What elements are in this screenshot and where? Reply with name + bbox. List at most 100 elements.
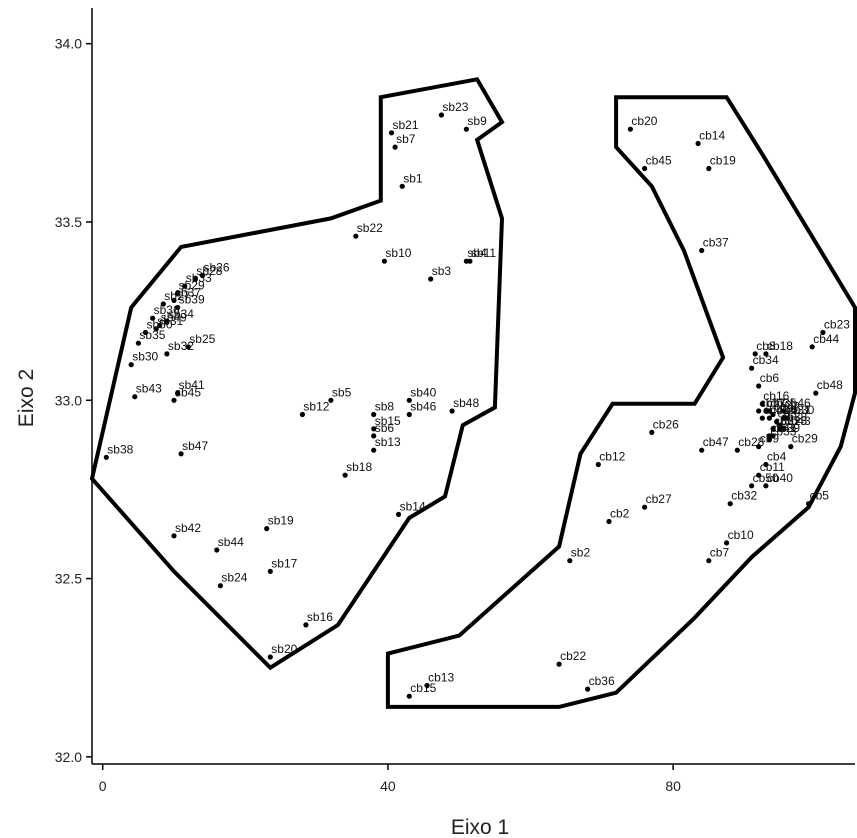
point-label-cb30: cb30 bbox=[788, 403, 814, 417]
point-cb5 bbox=[806, 501, 812, 507]
point-sb30 bbox=[128, 362, 134, 368]
point-label-sb19: sb19 bbox=[268, 514, 294, 528]
point-label-sb25: sb25 bbox=[189, 332, 215, 346]
point-sb31 bbox=[153, 326, 159, 332]
point-label-cb12: cb12 bbox=[599, 450, 625, 464]
point-label-cb10: cb10 bbox=[728, 528, 754, 542]
point-label-sb2: sb2 bbox=[571, 546, 591, 560]
point-label-sb10: sb10 bbox=[385, 246, 411, 260]
point-sb24 bbox=[217, 583, 223, 589]
point-label-sb31: sb31 bbox=[157, 314, 183, 328]
point-sb29 bbox=[175, 290, 181, 296]
point-label-sb27: sb27 bbox=[164, 289, 190, 303]
point-cb35 bbox=[766, 408, 773, 414]
point-label-cb7: cb7 bbox=[710, 546, 730, 560]
point-sb50 bbox=[142, 329, 149, 336]
point-label-cb49: cb49 bbox=[763, 403, 789, 417]
point-sb42 bbox=[171, 533, 177, 539]
point-cb39 bbox=[770, 433, 776, 439]
point-cb32 bbox=[727, 501, 733, 507]
point-sb44 bbox=[214, 547, 220, 553]
point-label-cb41: cb41 bbox=[770, 421, 796, 435]
point-cb4 bbox=[763, 461, 769, 468]
point-cb48 bbox=[813, 390, 819, 396]
point-label-cb46: cb46 bbox=[785, 396, 811, 410]
point-label-sb37: sb37 bbox=[175, 285, 201, 299]
point-label-sb13: sb13 bbox=[375, 435, 401, 449]
point-cb2 bbox=[606, 518, 612, 525]
point-cb23 bbox=[820, 329, 826, 336]
point-labels-layer: sb1 sb2 sb3 sb4 sb5 sb6 sb7 sb8 sb9 sb10 sb11 sb12 s… bbox=[107, 100, 850, 695]
point-label-cb6: cb6 bbox=[760, 371, 780, 385]
point-label-cb2: cb2 bbox=[610, 507, 630, 521]
point-label-sb7: sb7 bbox=[396, 132, 416, 146]
point-sb33 bbox=[182, 283, 188, 289]
point-sb27 bbox=[160, 301, 166, 307]
point-label-cb44: cb44 bbox=[813, 332, 839, 346]
point-label-cb45: cb45 bbox=[646, 154, 672, 168]
axes-layer: 32.0 32.5 33.0 33.5 34.0 0 40 80 bbox=[55, 8, 855, 794]
point-label-cb28: cb28 bbox=[738, 435, 764, 449]
point-cb41 bbox=[766, 433, 773, 439]
point-label-sb14: sb14 bbox=[400, 499, 426, 513]
point-label-sb33: sb33 bbox=[186, 271, 212, 285]
point-sb2 bbox=[567, 558, 573, 564]
point-cb36 bbox=[585, 686, 591, 692]
point-cb3 bbox=[774, 419, 780, 425]
point-cb15 bbox=[406, 693, 412, 699]
point-cb14 bbox=[695, 140, 701, 147]
point-cb16 bbox=[759, 401, 765, 407]
point-label-cb22: cb22 bbox=[560, 649, 586, 663]
point-sb13 bbox=[371, 447, 377, 453]
point-sb15 bbox=[371, 426, 377, 432]
point-label-sb21: sb21 bbox=[393, 118, 419, 132]
point-cb24 bbox=[766, 415, 773, 421]
point-sb46 bbox=[406, 411, 412, 418]
point-label-cb38: cb38 bbox=[781, 410, 807, 424]
point-cb22 bbox=[556, 661, 562, 667]
point-sb25 bbox=[185, 344, 191, 350]
point-label-cb23: cb23 bbox=[824, 318, 850, 332]
point-sb7 bbox=[392, 144, 398, 150]
point-label-sb8: sb8 bbox=[375, 400, 395, 414]
point-label-cb9: cb9 bbox=[760, 432, 780, 446]
point-cb31 bbox=[781, 415, 787, 421]
point-label-cb5: cb5 bbox=[810, 489, 830, 503]
point-cb13 bbox=[424, 682, 430, 689]
point-sb28 bbox=[192, 276, 198, 282]
point-cb50 bbox=[749, 483, 755, 489]
point-cb28 bbox=[734, 447, 740, 453]
point-label-cb35: cb35 bbox=[770, 396, 796, 410]
point-sb36 bbox=[150, 315, 156, 321]
point-cb11 bbox=[756, 472, 762, 478]
point-label-cb25: cb25 bbox=[781, 414, 807, 428]
hull-layer bbox=[89, 77, 857, 709]
point-sb40 bbox=[406, 397, 412, 403]
point-label-cb3: cb3 bbox=[778, 407, 798, 421]
point-sb12 bbox=[299, 411, 305, 418]
y-tick-label-1: 32.5 bbox=[55, 571, 82, 587]
point-cb43 bbox=[781, 426, 787, 432]
point-sb1 bbox=[399, 183, 405, 189]
y-tick-label-3: 33.5 bbox=[55, 214, 82, 230]
point-cb7 bbox=[706, 558, 712, 564]
point-label-sb32: sb32 bbox=[168, 339, 194, 353]
point-label-sb38: sb38 bbox=[107, 442, 133, 456]
point-label-cb37: cb37 bbox=[703, 236, 729, 250]
point-label-cb13: cb13 bbox=[428, 671, 454, 685]
point-sb21 bbox=[388, 130, 395, 136]
point-cb49 bbox=[759, 415, 765, 421]
point-cb40 bbox=[763, 483, 769, 489]
point-label-cb21: cb21 bbox=[774, 414, 800, 428]
point-label-cb31: cb31 bbox=[785, 403, 811, 417]
point-label-cb34: cb34 bbox=[753, 353, 779, 367]
point-sb18 bbox=[342, 472, 348, 478]
point-label-sb4: sb4 bbox=[467, 246, 487, 260]
point-sb41 bbox=[175, 390, 181, 396]
point-label-sb3: sb3 bbox=[432, 264, 452, 278]
point-cb17 bbox=[756, 408, 762, 414]
point-label-cb20: cb20 bbox=[631, 114, 657, 128]
point-sb34 bbox=[164, 319, 170, 325]
point-label-cb8: cb8 bbox=[756, 339, 776, 353]
point-cb46 bbox=[781, 408, 787, 414]
